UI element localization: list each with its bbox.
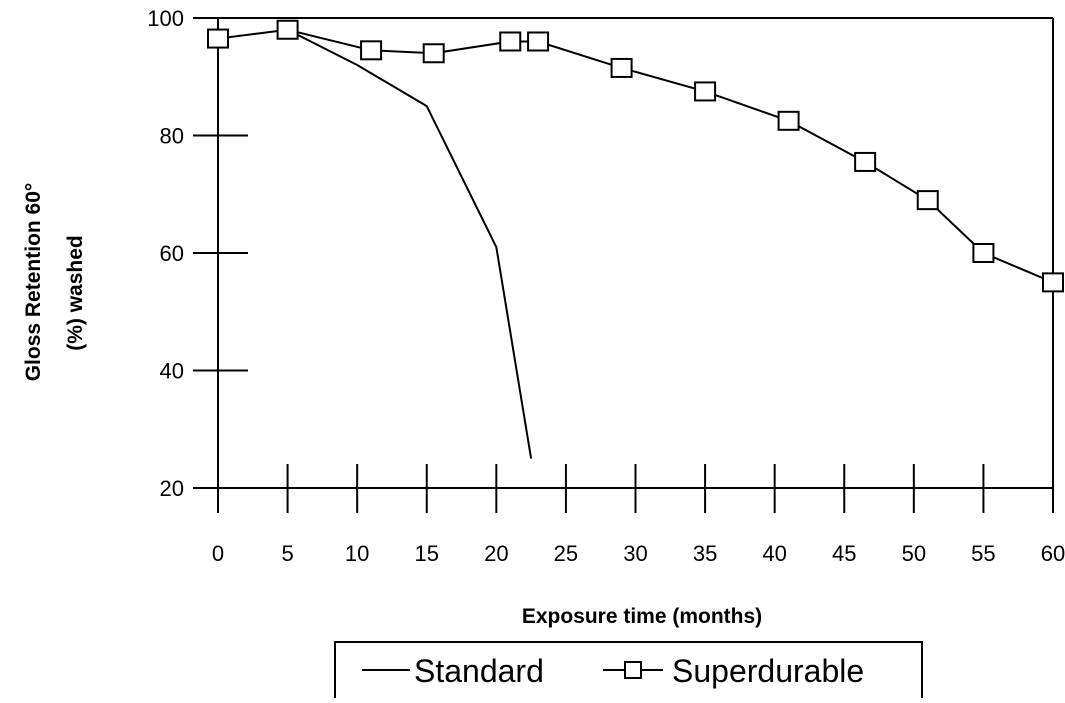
data-point-superdurable-2 [360, 40, 383, 61]
x-tick-label-50: 50 [902, 541, 926, 566]
x-tick-label-35: 35 [693, 541, 717, 566]
y-axis-title-line2: (%) washed [64, 235, 87, 351]
x-tick-label-0: 0 [212, 541, 224, 566]
x-tick-label-10: 10 [345, 541, 369, 566]
x-tick-label-15: 15 [415, 541, 439, 566]
x-tick-label-30: 30 [623, 541, 647, 566]
data-point-superdurable-8 [777, 110, 800, 131]
data-point-superdurable-7 [694, 81, 717, 102]
axes-layer: 20 40 60 80 100 0 5 10 15 20 25 30 35 40 45 50 55 60 [147, 6, 1065, 566]
data-point-superdurable-9 [854, 151, 877, 172]
labels-layer: Exposure time (months) Gloss Retention 6… [22, 183, 762, 628]
legend-superdurable-marker [624, 661, 642, 679]
x-tick-label-45: 45 [832, 541, 856, 566]
x-tick-label-60: 60 [1041, 541, 1065, 566]
series-line-standard [287, 28, 533, 459]
data-point-superdurable-11 [972, 243, 995, 263]
legend-superdurable-label: Superdurable [672, 653, 864, 689]
x-tick-label-40: 40 [762, 541, 786, 566]
series-layer [207, 19, 1064, 459]
data-point-superdurable-5 [527, 31, 550, 52]
legend-standard-label: Standard [414, 653, 544, 689]
y-tick-label-80: 80 [160, 124, 184, 149]
x-tick-label-20: 20 [484, 541, 508, 566]
x-axis-title: Exposure time (months) [522, 605, 762, 628]
data-point-superdurable-0 [207, 28, 229, 49]
data-point-superdurable-6 [610, 57, 633, 78]
y-tick-label-100: 100 [147, 6, 184, 31]
legend: Standard Superdurable [334, 641, 923, 703]
x-tick-label-55: 55 [971, 541, 995, 566]
x-tick-label-5: 5 [281, 541, 293, 566]
data-point-superdurable-4 [499, 31, 522, 52]
y-tick-label-20: 20 [160, 476, 184, 501]
x-tick-label-25: 25 [554, 541, 578, 566]
y-axis-title-line1: Gloss Retention 60° [22, 183, 45, 382]
y-tick-label-60: 60 [160, 241, 184, 266]
data-point-superdurable-12 [1042, 272, 1064, 293]
y-tick-label-40: 40 [160, 359, 184, 384]
data-point-superdurable-1 [276, 19, 299, 40]
series-line-superdurable [217, 28, 1054, 284]
data-point-superdurable-3 [422, 43, 445, 64]
data-point-superdurable-10 [916, 190, 939, 211]
